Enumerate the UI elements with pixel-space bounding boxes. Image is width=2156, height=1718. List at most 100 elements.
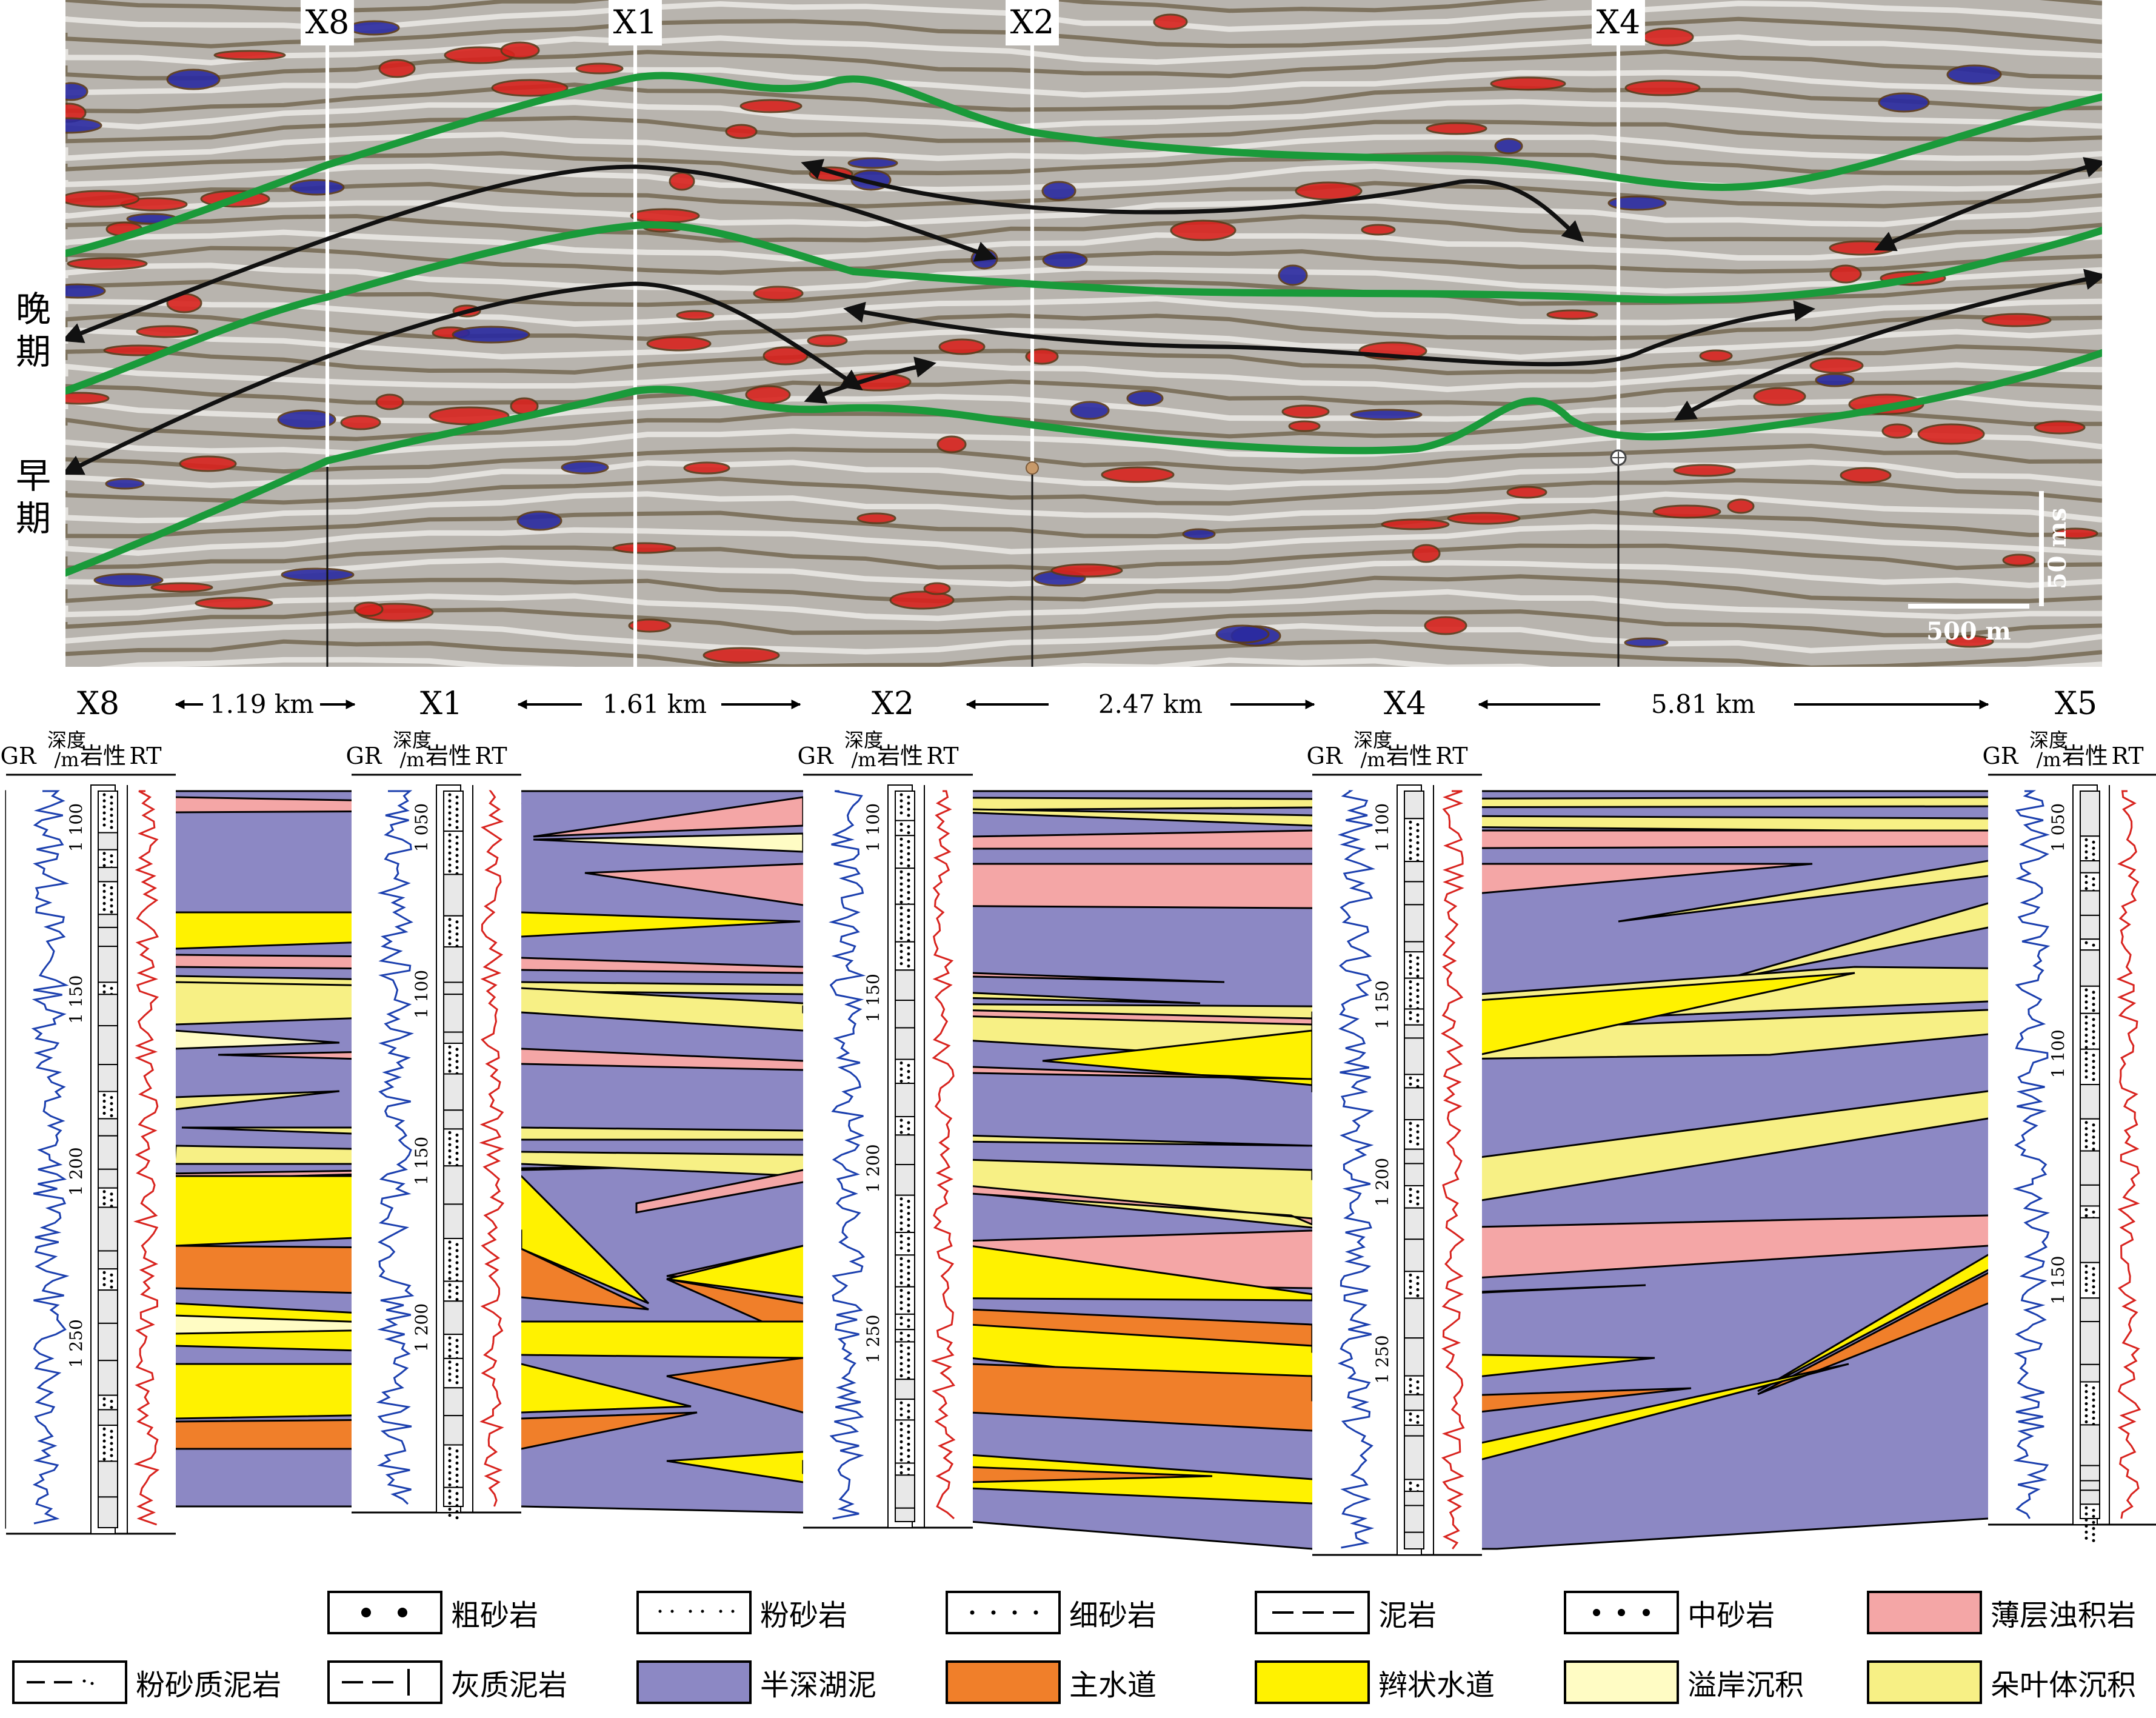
litho-grain <box>455 801 459 805</box>
depth-label: 1 250 <box>66 1319 86 1368</box>
litho-grain <box>110 1198 113 1202</box>
seismic-trough <box>1041 181 1076 201</box>
gr-curve <box>2012 790 2051 1519</box>
litho-grain <box>1409 1200 1412 1203</box>
litho-grain <box>1416 1013 1420 1017</box>
litho-sand <box>2080 872 2100 892</box>
litho-grain <box>907 1303 910 1307</box>
litho-grain <box>2084 1021 2088 1025</box>
litho-grain <box>102 817 106 821</box>
seismic-reflector <box>65 115 2102 144</box>
seismic-trough <box>348 20 400 36</box>
litho-sand <box>2080 1503 2100 1520</box>
litho-grain <box>1416 989 1420 992</box>
litho-grain <box>1416 1386 1420 1390</box>
litho-grain <box>2084 1069 2088 1073</box>
depth-label: 1 200 <box>863 1144 883 1192</box>
litho-grain <box>448 1240 452 1244</box>
depth-label: 1 050 <box>2048 803 2068 852</box>
litho-grain <box>448 1379 452 1382</box>
litho-grain <box>448 1137 452 1140</box>
litho-mud <box>2080 949 2100 987</box>
litho-grain <box>2084 1075 2088 1079</box>
litho-sand <box>443 1334 464 1359</box>
litho-grain <box>102 984 106 988</box>
log-header-rt: RT <box>129 743 161 769</box>
litho-grain <box>448 805 452 809</box>
seismic-reflector <box>65 589 2102 621</box>
litho-grain <box>899 962 903 966</box>
litho-grain <box>110 1400 113 1403</box>
litho-grain <box>907 840 910 843</box>
litho-grain <box>455 1381 459 1385</box>
litho-grain <box>907 952 910 956</box>
seismic-trough <box>1278 264 1308 286</box>
litho-grain <box>907 807 910 811</box>
log-header-gr: GR <box>346 743 382 769</box>
litho-mud <box>1404 861 1424 883</box>
depth-label: 1 050 <box>412 803 432 852</box>
litho-mud <box>1404 1148 1424 1165</box>
seismic-peak <box>65 392 110 405</box>
seismic-reflector <box>65 82 2102 114</box>
log-header-lithology: 岩性 <box>877 743 923 769</box>
seismic-trough <box>65 283 106 299</box>
litho-grain <box>1416 829 1420 832</box>
legend-label: 粉砂质泥岩 <box>136 1668 282 1702</box>
seismic-trough <box>1070 401 1110 420</box>
litho-grain <box>899 1465 903 1469</box>
litho-grain <box>448 936 452 940</box>
seismic-trough <box>1215 624 1270 644</box>
log-header-gr: GR <box>1307 743 1343 769</box>
litho-grain <box>448 1161 452 1165</box>
litho-grain <box>448 845 452 849</box>
rt-curve <box>2116 790 2141 1519</box>
log-header-depth: 深度 <box>1353 729 1392 752</box>
litho-grain <box>102 1403 106 1407</box>
litho-grain <box>2084 1208 2088 1211</box>
seismic-peak <box>378 59 416 78</box>
litho-grain <box>2084 1506 2088 1509</box>
litho-grain <box>899 906 903 910</box>
litho-grain <box>2092 1291 2095 1295</box>
legend-item-medium: 中砂岩 <box>1564 1588 1775 1637</box>
litho-grain <box>448 1295 452 1299</box>
litho-grain <box>102 1094 106 1097</box>
legend-label: 薄层浊积岩 <box>1991 1599 2137 1633</box>
seismic-trough <box>1350 409 1423 421</box>
litho-grain <box>1409 1273 1412 1277</box>
litho-grain <box>907 1291 910 1295</box>
seismic-peak <box>491 79 569 97</box>
litho-grain <box>455 826 459 829</box>
litho-grain <box>448 823 452 827</box>
gr-curve <box>376 790 415 1505</box>
litho-grain <box>2092 1532 2095 1536</box>
litho-sand <box>98 881 118 915</box>
legend: 粗砂岩 粉砂岩 细砂岩 泥岩 中砂岩 薄层浊积岩 粉砂质泥岩 灰质泥岩 半深湖泥 主水道 辫状水道 溢… <box>0 1576 2156 1718</box>
litho-grain <box>899 956 903 960</box>
litho-grain <box>907 1468 910 1471</box>
litho-grain <box>455 1133 459 1137</box>
seismic-peak <box>1840 467 1892 484</box>
litho-grain <box>455 866 459 869</box>
seismic-well-labels: X8 X1 X2 X4 <box>301 0 1645 45</box>
seismic-reflector <box>65 229 2102 262</box>
litho-grain <box>455 932 459 936</box>
seismic-peak <box>753 286 804 301</box>
gr-curve <box>31 790 70 1525</box>
legend-item-main: 主水道 <box>946 1658 1156 1706</box>
seismic-reflector <box>65 67 2102 98</box>
litho-grain <box>899 1401 903 1405</box>
litho-grain <box>899 944 903 948</box>
litho-grain <box>2084 850 2088 854</box>
litho-grain <box>455 1449 459 1453</box>
litho-grain <box>899 924 903 928</box>
litho-grain <box>1416 1414 1420 1418</box>
legend-label: 粗砂岩 <box>451 1599 539 1633</box>
litho-grain <box>899 1197 903 1201</box>
litho-grain <box>455 1139 459 1143</box>
legend-item-lake: 半深湖泥 <box>636 1658 876 1706</box>
litho-grain <box>110 892 113 895</box>
litho-mud <box>443 1387 464 1417</box>
litho-grain <box>448 863 452 867</box>
